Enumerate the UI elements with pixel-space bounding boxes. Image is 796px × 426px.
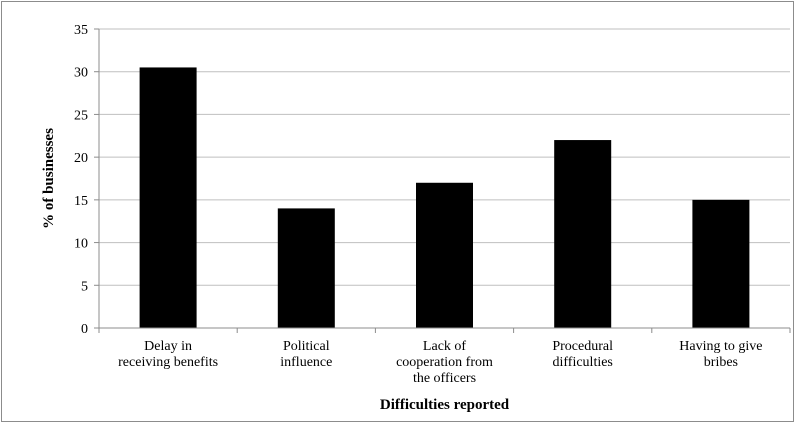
bar	[416, 183, 473, 328]
x-axis-title: Difficulties reported	[380, 397, 510, 413]
bar	[278, 208, 335, 328]
bar	[140, 67, 197, 328]
x-axis-category-labels: Delay in receiving benefits Political influ…	[99, 328, 790, 386]
y-axis-ticks: 0 5 10 15 20 25 30 35	[74, 23, 99, 337]
y-tick-label: 5	[81, 279, 88, 294]
x-tick-label: Political influence	[280, 339, 332, 370]
x-tick-label: Procedural difficulties	[552, 339, 613, 370]
x-tick-label: Lack of cooperation from the officers	[396, 339, 493, 386]
bar	[554, 140, 611, 328]
y-tick-label: 10	[74, 237, 88, 252]
y-tick-label: 30	[74, 66, 88, 81]
x-tick-label: Delay in receiving benefits	[118, 339, 218, 370]
bars	[140, 67, 750, 328]
y-tick-label: 20	[74, 151, 88, 166]
y-tick-label: 0	[81, 322, 88, 337]
y-axis-title: % of businesses	[41, 128, 57, 229]
y-tick-label: 35	[74, 23, 88, 38]
y-tick-label: 25	[74, 108, 88, 123]
bar	[692, 200, 749, 328]
y-tick-label: 15	[74, 194, 88, 209]
x-tick-label: Having to give bribes	[679, 339, 762, 370]
